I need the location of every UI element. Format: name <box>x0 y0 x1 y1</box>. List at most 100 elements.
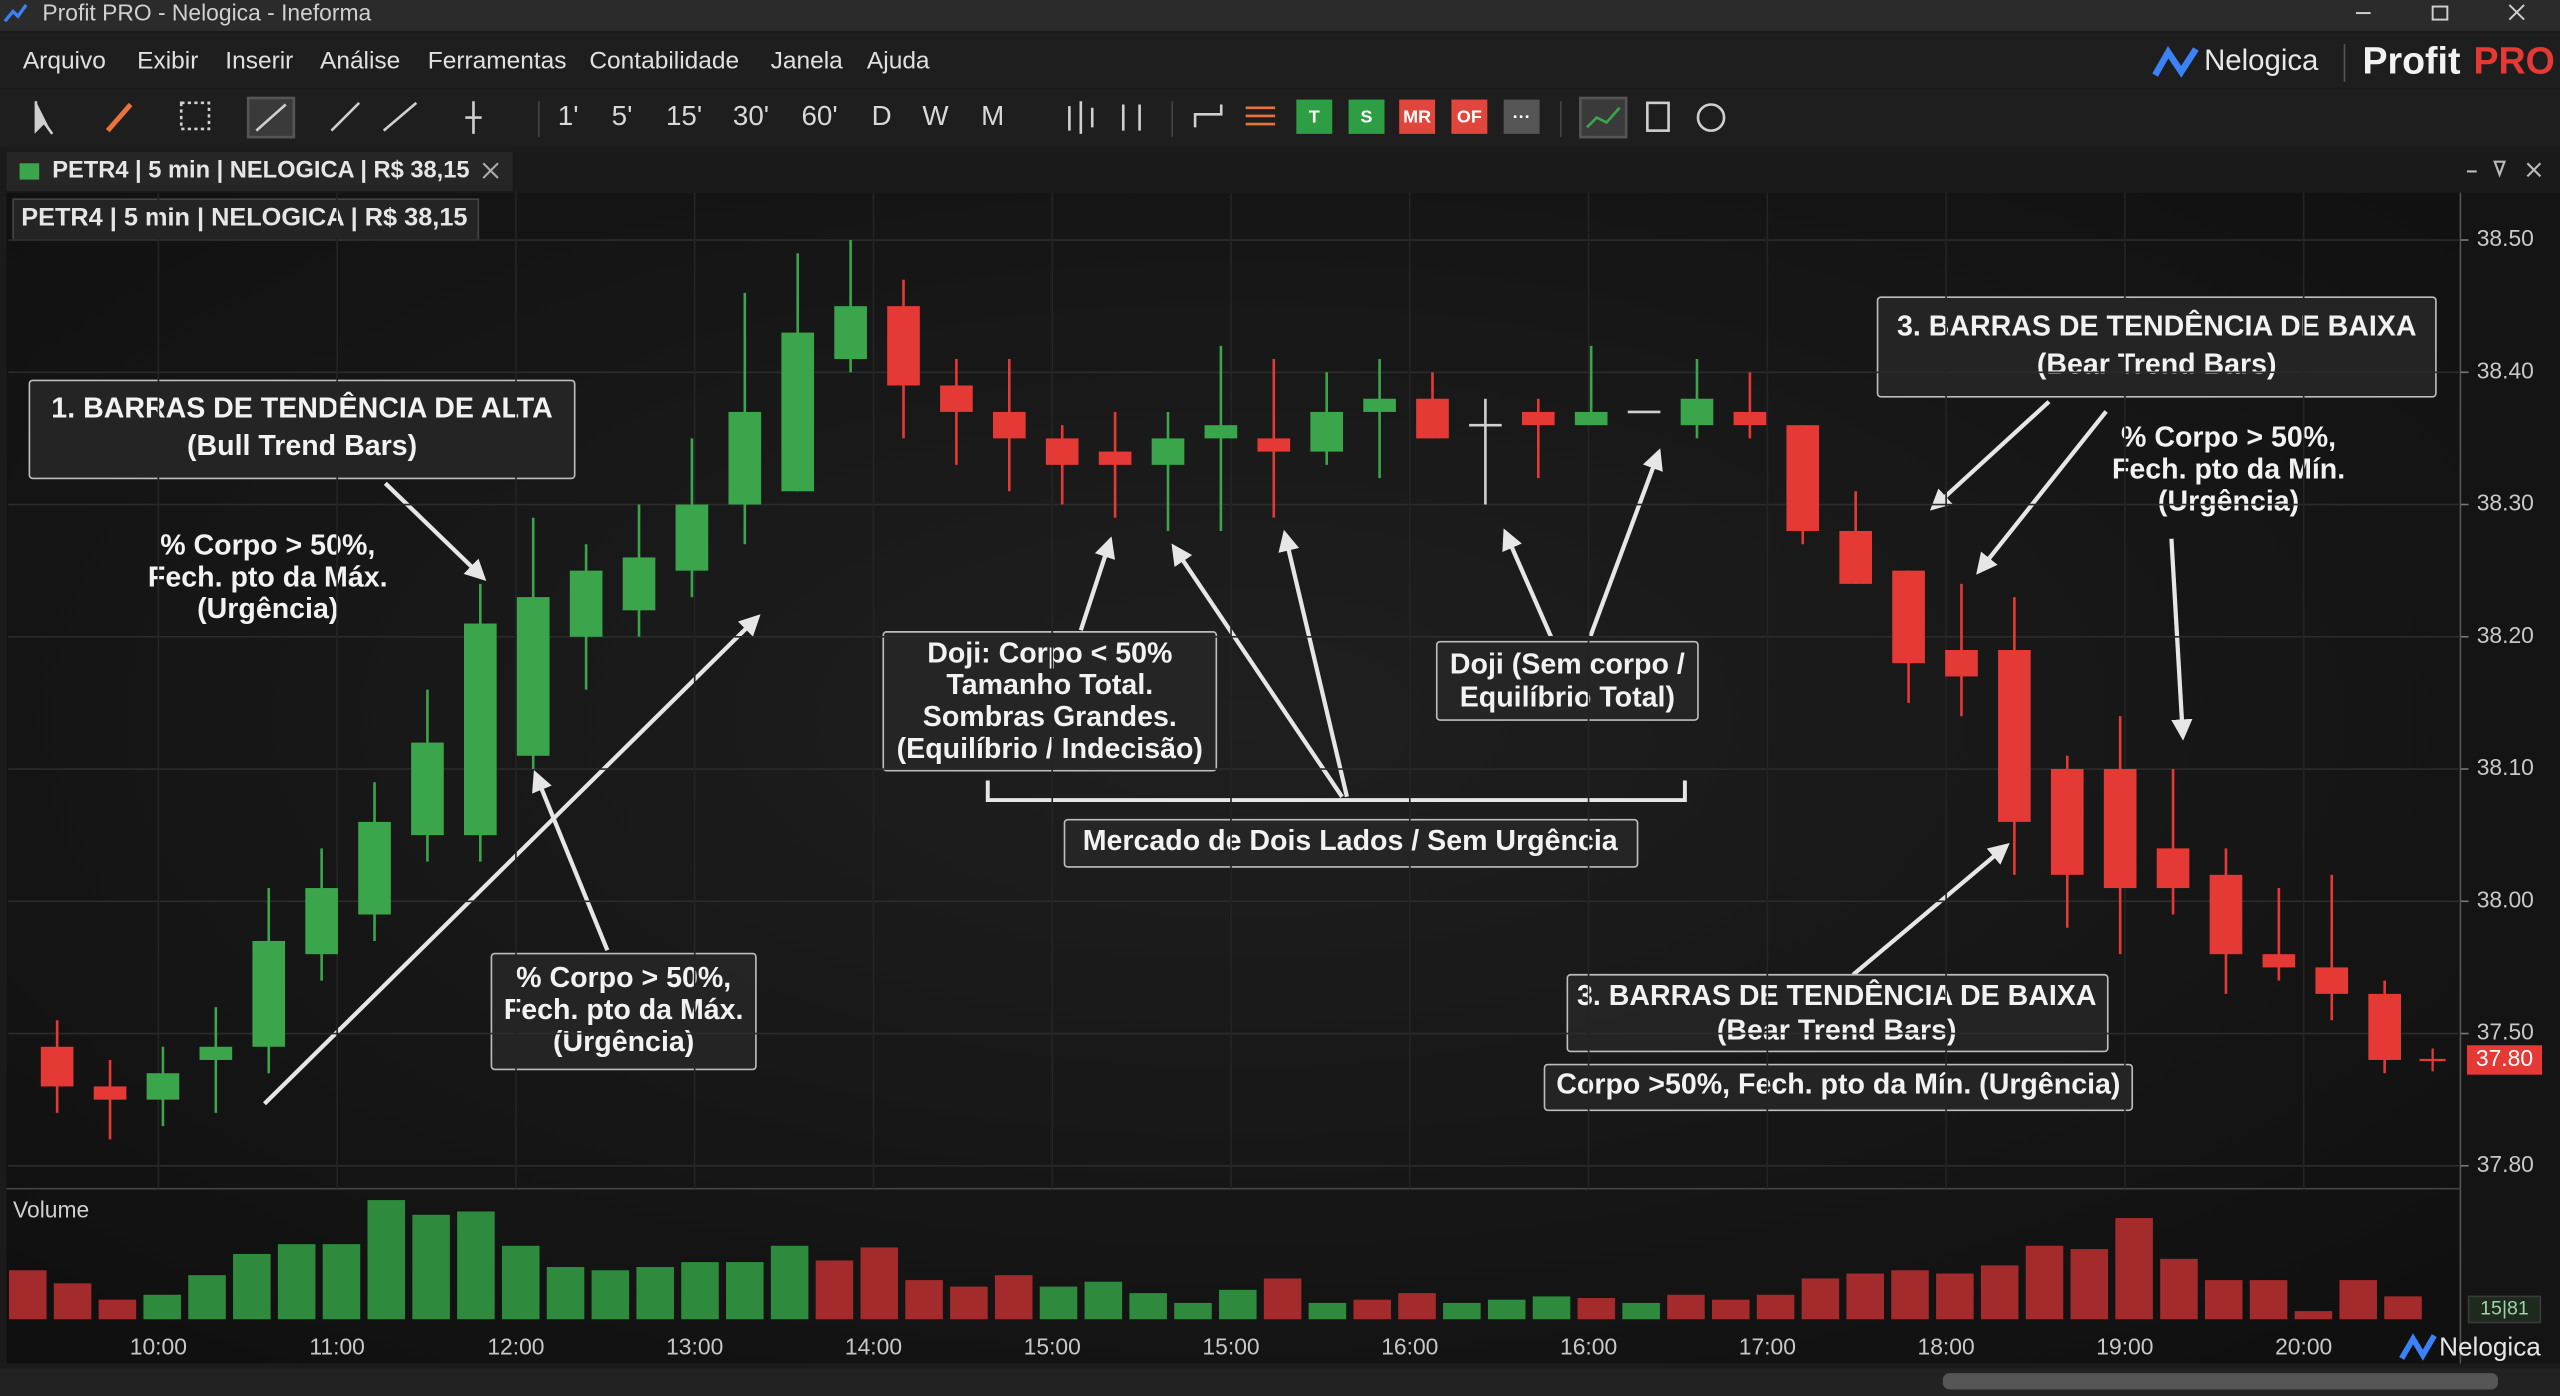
annotation-box <box>882 631 1218 772</box>
interval-button[interactable]: D <box>872 100 892 131</box>
menu-item[interactable]: Ferramentas <box>428 48 567 75</box>
volume-bar <box>143 1294 181 1320</box>
y-tick-label: 38.50 <box>2477 225 2534 251</box>
volume-bar <box>1129 1293 1167 1320</box>
toolbar-button[interactable] <box>1451 99 1488 134</box>
scrollbar-thumb[interactable] <box>1942 1373 2498 1390</box>
volume-bar <box>1712 1299 1750 1320</box>
interval-button[interactable]: 5' <box>612 100 633 131</box>
volume-bar <box>1039 1286 1078 1320</box>
toolbar-button[interactable] <box>1348 99 1385 134</box>
volume-bar <box>412 1214 450 1320</box>
candle-body <box>675 504 709 571</box>
annotation-text: Doji (Sem corpo / <box>1450 649 1685 681</box>
volume-counter: 15|81 <box>2480 1298 2529 1320</box>
toolbar-button-label[interactable]: OF <box>1457 106 1482 126</box>
toolbar-icons[interactable] <box>34 96 1726 139</box>
x-tick-label: 17:00 <box>1739 1334 1796 1360</box>
candle-body <box>1416 398 1449 439</box>
chart-label: PETR4 | 5 min | NELOGICA | R$ 38,15 <box>21 203 467 231</box>
y-tick-label: 38.40 <box>2477 357 2534 383</box>
menu-item[interactable]: Ajuda <box>867 48 930 75</box>
interval-button[interactable]: 15' <box>666 100 702 131</box>
y-tick-label: 38.20 <box>2477 622 2534 648</box>
candle-body <box>1680 398 1714 426</box>
candle-body <box>305 888 338 955</box>
toolbar-button-label[interactable]: MR <box>1403 106 1431 126</box>
candle-body <box>252 940 286 1047</box>
annotation-text: 3. BARRAS DE TENDÊNCIA DE BAIXA <box>1577 978 2096 1012</box>
volume-bar <box>2160 1258 2198 1320</box>
price-tag <box>2466 1045 2543 1075</box>
x-tick-label: 16:00 <box>1381 1334 1438 1360</box>
candle-body <box>1892 570 1925 664</box>
toolbar-button-label[interactable]: S <box>1361 106 1373 126</box>
menu-item[interactable]: Inserir <box>225 48 293 75</box>
x-tick-label: 19:00 <box>2096 1334 2153 1360</box>
candle-body <box>781 332 815 492</box>
annotation-text: % Corpo > 50%, <box>160 530 375 562</box>
candle-body <box>1945 649 1978 677</box>
volume-bar <box>1398 1293 1436 1320</box>
volume-bar <box>277 1244 316 1320</box>
interval-button[interactable]: M <box>981 100 1004 131</box>
candle-body <box>1733 411 1767 426</box>
toolbar-button[interactable] <box>1296 99 1333 134</box>
toolbar-button-label[interactable]: ··· <box>1513 106 1531 126</box>
candle-body <box>1363 398 1396 412</box>
annotation-text: % Corpo > 50%, <box>516 962 731 994</box>
interval-button[interactable]: 1' <box>558 100 579 131</box>
candle-body <box>516 597 550 756</box>
candle-body <box>1045 438 1079 465</box>
toolbar-button[interactable] <box>1399 99 1436 134</box>
volume-bar <box>636 1267 674 1320</box>
window-controls[interactable] <box>2355 4 2525 21</box>
candle-body <box>2050 769 2084 875</box>
menu-item[interactable]: Contabilidade <box>589 48 739 75</box>
candle-body <box>1151 438 1185 465</box>
pane-controls[interactable] <box>2466 160 2542 178</box>
annotation-text: (Bear Trend Bars) <box>1717 1014 1957 1046</box>
volume-bar <box>1308 1302 1347 1320</box>
annotation-text: Doji: Corpo < 50% <box>927 637 1172 669</box>
annotation-text: (Urgência) <box>553 1026 694 1058</box>
menu-item[interactable]: Análise <box>320 48 400 75</box>
app-icon <box>3 3 28 23</box>
annotation-box <box>1063 818 1639 868</box>
volume-bar <box>367 1200 406 1320</box>
toolbar-button[interactable] <box>1503 99 1540 134</box>
volume-bar <box>322 1244 361 1320</box>
annotation-text: (Equilíbrio / Indecisão) <box>897 733 1203 765</box>
volume-bar <box>860 1247 899 1320</box>
annotation-text: (Bear Trend Bars) <box>2037 348 2277 380</box>
interval-button[interactable]: 60' <box>802 100 838 131</box>
candle-body <box>358 821 391 915</box>
volume-bar <box>1487 1299 1526 1320</box>
volume-bar <box>950 1286 988 1320</box>
volume-bar <box>8 1270 47 1320</box>
tab-title[interactable]: PETR4 | 5 min | NELOGICA | R$ 38,15 <box>52 158 469 184</box>
annotation-box <box>28 379 576 480</box>
candle-body <box>1839 530 1872 584</box>
menu-item[interactable]: Exibir <box>137 48 198 75</box>
interval-button[interactable]: 30' <box>733 100 769 131</box>
y-tick-label: 38.00 <box>2477 886 2534 912</box>
volume-bar <box>1174 1302 1212 1320</box>
annotation-box <box>1543 1063 2134 1112</box>
volume-bar <box>2294 1311 2333 1320</box>
volume-bar <box>2025 1245 2064 1320</box>
tab-close[interactable] <box>482 162 499 179</box>
volume-bar <box>98 1299 137 1320</box>
volume-bar <box>457 1211 495 1320</box>
annotation-text: (Urgência) <box>2158 485 2299 517</box>
volume-bar <box>1084 1281 1123 1320</box>
tab[interactable] <box>6 151 513 192</box>
interval-button[interactable]: W <box>922 100 949 131</box>
annotation-text: 3. BARRAS DE TENDÊNCIA DE BAIXA <box>1897 309 2416 343</box>
x-tick-label: 13:00 <box>666 1334 723 1360</box>
menu-item[interactable]: Janela <box>771 48 844 75</box>
annotation-box <box>490 952 757 1071</box>
toolbar-button-label[interactable]: T <box>1309 106 1320 126</box>
x-tick-label: 20:00 <box>2275 1334 2332 1360</box>
menu-item[interactable]: Arquivo <box>23 48 106 75</box>
